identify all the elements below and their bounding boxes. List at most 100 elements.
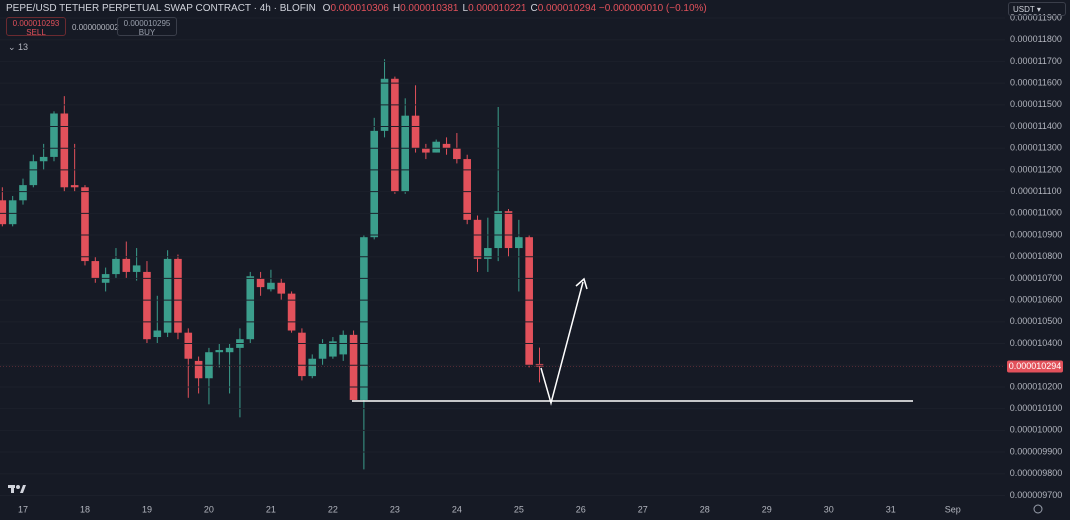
candle-body [308, 358, 317, 377]
ohlc-value: 0.000010294 [537, 3, 597, 14]
x-tick-label: 25 [514, 504, 524, 514]
candle-body [163, 258, 172, 333]
candle-body [463, 159, 471, 220]
candle-body [494, 211, 502, 249]
buy-button[interactable]: 0.000010295 BUY [117, 17, 177, 37]
candle-body [277, 282, 286, 294]
indicators-toggle[interactable]: ⌄ 13 [8, 42, 29, 52]
indicator-count: 13 [18, 42, 29, 52]
candle-body [0, 200, 7, 225]
candle-body [442, 143, 451, 149]
y-tick-label: 0.000010900 [1010, 229, 1063, 239]
candle-body [453, 148, 461, 160]
candle-body [515, 237, 523, 249]
candle-body [122, 258, 131, 272]
candle-body [81, 187, 89, 262]
candle-body [411, 115, 420, 149]
tv-logo [8, 485, 26, 493]
candle-body [370, 130, 379, 238]
ohlc-value: 0.000010381 [400, 3, 459, 14]
y-tick-label: 0.000011900 [1010, 12, 1062, 22]
y-tick-label: 0.000010600 [1010, 295, 1063, 305]
candle-body [360, 237, 368, 400]
y-tick-label: 0.000011200 [1010, 164, 1062, 174]
buy-price: 0.000010295 [123, 19, 171, 28]
candle-body [225, 347, 234, 353]
y-tick-label: 0.000011300 [1010, 143, 1062, 153]
candle-body [246, 276, 255, 340]
candle-body [143, 271, 151, 340]
ohlc: O0.000010306 H0.000010381 L0.000010221 C0.0… [319, 3, 596, 14]
candle-body [339, 334, 348, 355]
x-tick-label: 29 [762, 504, 772, 514]
candle-body [132, 265, 141, 272]
x-tick-label: 17 [18, 504, 28, 514]
x-tick-label: 20 [204, 504, 214, 514]
x-tick-label: 27 [638, 504, 648, 514]
x-tick-label: 23 [390, 504, 400, 514]
y-tick-label: 0.000010400 [1010, 338, 1063, 348]
price-axis: 0.000009700 0.000009800 0.000009900 0.00001… [0, 12, 1063, 514]
candle-body [391, 78, 399, 192]
candle-body [473, 219, 482, 259]
arrow-head [575, 277, 588, 290]
y-tick-label: 0.000011100 [1010, 186, 1061, 196]
candle-body [298, 332, 306, 377]
candle-body [184, 332, 193, 359]
x-tick-label: 31 [886, 504, 896, 514]
y-tick-label: 0.000009900 [1010, 446, 1063, 456]
y-tick-label: 0.000011800 [1010, 34, 1062, 44]
last-price-label: 0.000010294 [1009, 361, 1062, 371]
candle-body [70, 185, 79, 188]
ohlc-key: O [322, 3, 331, 14]
y-tick-label: 0.000010000 [1010, 425, 1063, 435]
x-tick-label: 28 [700, 504, 710, 514]
x-tick-label: 18 [80, 504, 90, 514]
x-tick-label: 24 [452, 504, 462, 514]
sell-label: SELL [26, 28, 46, 37]
x-tick-label: 19 [142, 504, 152, 514]
y-tick-label: 0.000010500 [1010, 316, 1063, 326]
y-tick-label: 0.000010200 [1010, 381, 1063, 391]
sell-price: 0.000010293 [12, 19, 60, 28]
candle-body [504, 211, 513, 249]
sell-button[interactable]: 0.000010293 SELL [6, 17, 66, 37]
x-tick-label: 26 [576, 504, 586, 514]
currency-select[interactable]: USDT ▾ [1008, 2, 1066, 16]
y-tick-label: 0.000010700 [1010, 273, 1063, 283]
candle-body [194, 360, 203, 379]
candle-body [287, 293, 296, 331]
ohlc-key: C [530, 3, 538, 14]
candle-body [50, 113, 58, 157]
settings-icon[interactable] [1033, 504, 1043, 514]
y-tick-label: 0.000010800 [1010, 251, 1063, 261]
spread: 0.000000002 [72, 23, 119, 32]
candles [0, 59, 544, 470]
candle-body [401, 115, 410, 192]
candle-body [484, 248, 492, 259]
ohlc-key: L [462, 3, 469, 14]
y-tick-label: 0.000011500 [1010, 99, 1062, 109]
buy-label: BUY [138, 28, 156, 37]
currency: USDT [1013, 5, 1035, 14]
x-tick-label: 30 [824, 504, 834, 514]
y-tick-label: 0.000011400 [1010, 121, 1062, 131]
candle-body [153, 330, 162, 338]
candle-body [256, 278, 265, 288]
candle-body [19, 185, 27, 201]
candle-body [422, 148, 430, 153]
ohlc-value: 0.000010221 [468, 3, 527, 14]
last-price-tag [1007, 360, 1063, 373]
header: PEPE/USD TETHER PERPETUAL SWAP CONTRACT … [6, 3, 707, 14]
candle-body [29, 161, 38, 186]
candle-body [174, 258, 182, 333]
candle-body [349, 334, 358, 400]
y-tick-label: 0.000009700 [1010, 490, 1063, 500]
projection-arrow [540, 281, 584, 406]
y-tick-label: 0.000011000 [1010, 208, 1062, 218]
candle-body [91, 261, 100, 279]
candle-body [39, 156, 48, 162]
candle-body [215, 350, 224, 353]
